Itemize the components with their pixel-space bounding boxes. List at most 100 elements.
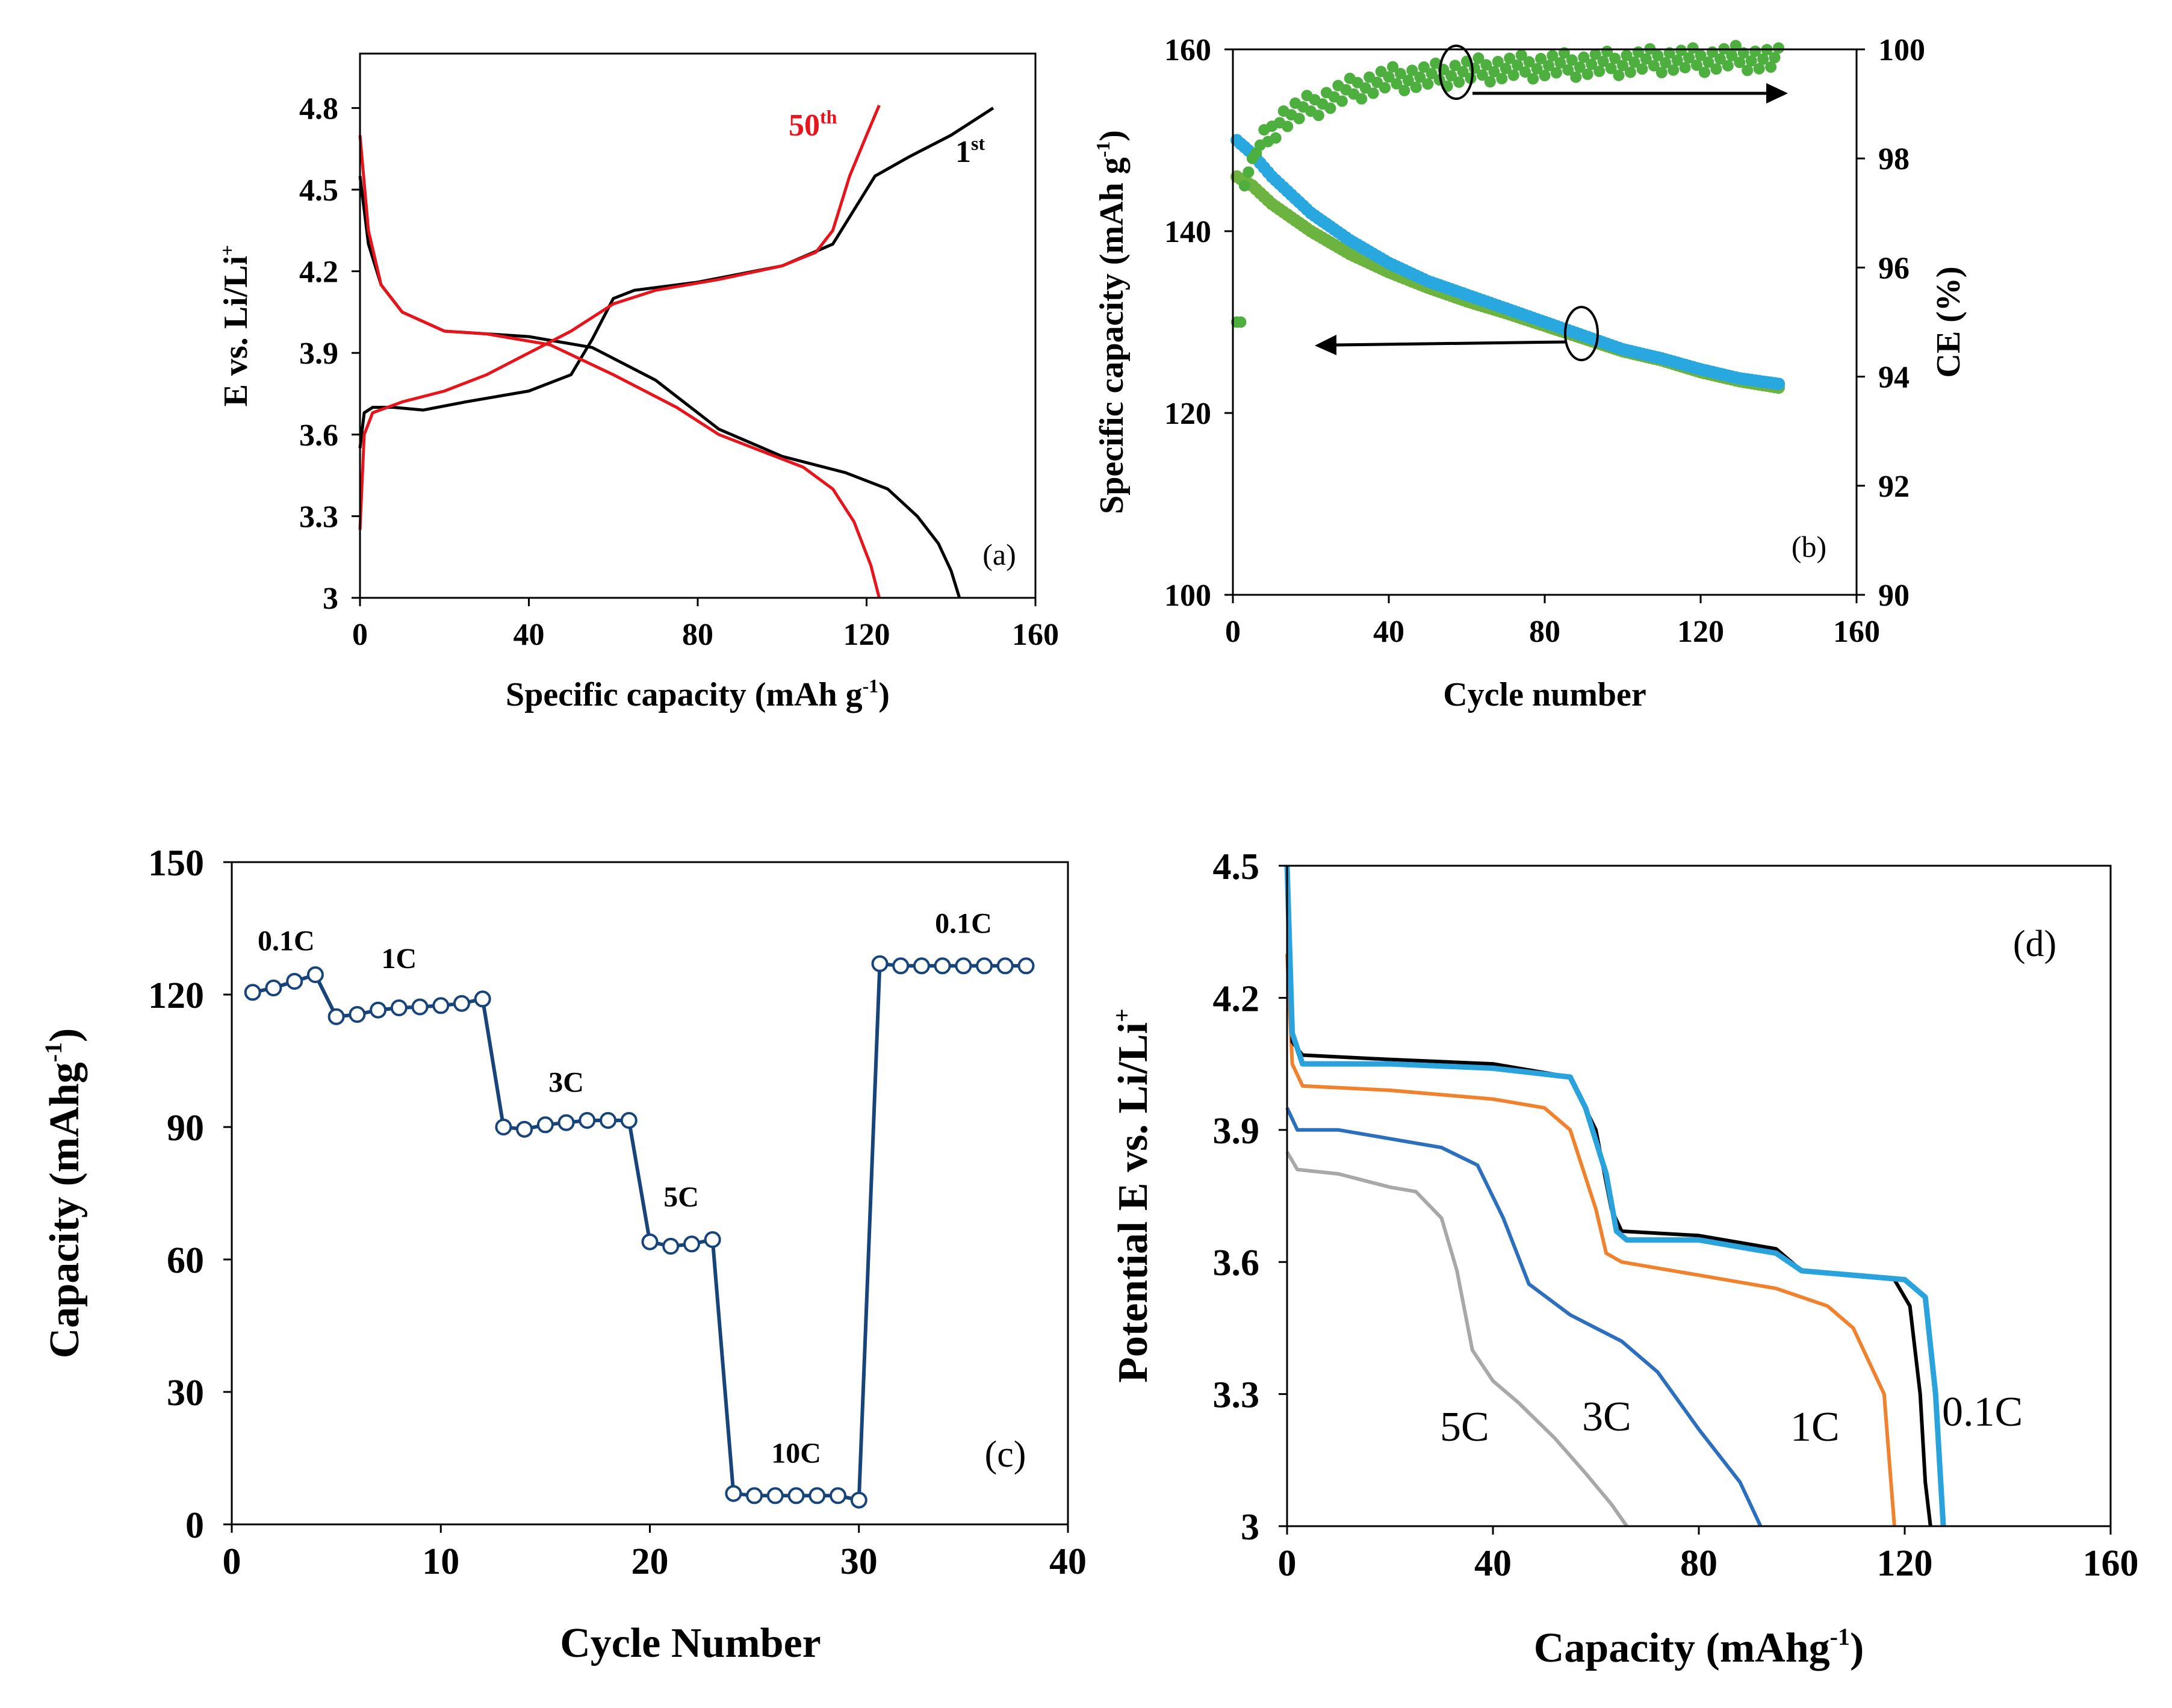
x-tick-label: 0: [352, 618, 368, 652]
data-point: [1535, 52, 1547, 64]
series-1st-discharge: [358, 176, 961, 598]
x-tick-label: 0: [1278, 1543, 1297, 1584]
panel-a: 0 40 80 120 160 3 3.3 3.6 3.9 4.2 4.5 4.8 Specific …: [216, 52, 1059, 713]
data-point: [1730, 40, 1742, 52]
data-point: [286, 973, 303, 990]
data-point: [1519, 66, 1531, 78]
data-point: [474, 990, 491, 1008]
data-point: [1679, 61, 1691, 73]
data-point: [370, 1001, 387, 1019]
data-point: [1578, 51, 1590, 63]
data-point: [1394, 67, 1406, 79]
y-tick-label: 3.3: [1213, 1375, 1260, 1416]
y-tick-label: 4.5: [299, 173, 338, 208]
panel-c-rate-labels: 0.1C 1C 3C 5C 10C 0.1C: [258, 907, 992, 1469]
data-point: [704, 1231, 721, 1248]
data-point: [1562, 64, 1574, 76]
data-point: [1476, 69, 1488, 81]
series-1st-charge: [358, 107, 994, 449]
data-point: [913, 957, 930, 975]
data-point: [1554, 57, 1566, 69]
data-point: [1324, 102, 1336, 114]
data-point: [411, 998, 429, 1016]
y-tick-label: 4.2: [299, 255, 338, 290]
data-point: [1550, 67, 1562, 79]
series-3c: [1285, 1107, 1763, 1527]
y-tick-label: 3.3: [299, 500, 338, 534]
data-point: [1769, 52, 1781, 64]
y-tick-label: 160: [1164, 33, 1211, 67]
data-point: [1293, 113, 1305, 125]
data-point: [1671, 54, 1683, 66]
panel-b-xlabel: Cycle number: [1443, 676, 1646, 713]
data-point: [892, 957, 910, 975]
data-point: [850, 1491, 867, 1509]
data-point: [1523, 56, 1535, 68]
data-point: [787, 1487, 805, 1505]
data-point: [1527, 73, 1539, 85]
x-tick-label: 120: [843, 618, 890, 652]
data-point: [1617, 60, 1628, 72]
y-tick-label: 60: [167, 1240, 204, 1281]
x-tick-label: 10: [422, 1541, 459, 1582]
data-point: [1336, 95, 1348, 107]
y2-tick-label: 98: [1878, 142, 1910, 176]
data-point: [1387, 61, 1398, 73]
data-point: [1410, 81, 1422, 93]
x-tick-label: 120: [1877, 1543, 1933, 1584]
panel-d-ticks: 0 40 80 120 160 3 3.3 3.6 3.9 4.2 4.5: [1213, 846, 2139, 1584]
x-tick-label: 80: [682, 618, 713, 652]
data-point: [808, 1487, 826, 1505]
data-point: [1017, 957, 1035, 975]
data-point: [1453, 76, 1465, 88]
panel-b-ylabel: Specific capacity (mAh g-1): [1092, 130, 1131, 514]
data-point: [1402, 75, 1414, 87]
y-tick-label: 140: [1164, 215, 1211, 249]
rate-label: 3C: [548, 1066, 584, 1098]
data-point: [830, 1487, 846, 1505]
panel-a-ticks: 0 40 80 120 160 3 3.3 3.6 3.9 4.2 4.5 4.8: [299, 92, 1059, 652]
x-tick-label: 160: [2083, 1543, 2139, 1584]
data-point: [432, 997, 450, 1014]
data-point: [1356, 93, 1368, 105]
data-point: [579, 1112, 596, 1129]
data-point: [265, 980, 282, 996]
y-tick-label: 4.8: [299, 92, 338, 126]
panel-d-annotation-5c: 5C: [1440, 1404, 1489, 1450]
data-point: [1745, 55, 1757, 67]
panel-d-plot: [1284, 865, 1946, 1527]
data-point: [1472, 52, 1485, 64]
y-tick-label: 3: [1241, 1507, 1259, 1548]
panel-a-label: (a): [982, 538, 1016, 571]
data-point: [1379, 82, 1391, 94]
data-point: [996, 957, 1014, 975]
data-point: [1734, 57, 1746, 69]
data-point: [600, 1112, 617, 1129]
panel-c-ylabel: Capacity (mAhg-1): [40, 1028, 88, 1359]
y2-tick-label: 100: [1878, 33, 1925, 67]
data-point: [1543, 60, 1554, 72]
panel-d-label: (d): [2013, 924, 2056, 964]
data-point: [871, 955, 889, 972]
data-point: [1566, 54, 1578, 66]
x-tick-label: 0: [223, 1541, 241, 1582]
y-tick-label: 4.5: [1213, 846, 1260, 887]
data-point: [1500, 63, 1512, 75]
y2-tick-label: 96: [1878, 251, 1910, 285]
series-5c: [1285, 1151, 1628, 1527]
panel-b-plot: [1230, 40, 1785, 394]
data-point: [1683, 52, 1695, 64]
panel-c-xlabel: Cycle Number: [560, 1620, 821, 1666]
data-point: [516, 1120, 533, 1138]
data-point: [1480, 59, 1492, 71]
rate-label: 5C: [663, 1181, 699, 1213]
x-tick-label: 40: [514, 618, 545, 652]
x-tick-label: 40: [1049, 1541, 1087, 1582]
data-point: [1757, 53, 1769, 65]
data-point: [1414, 71, 1426, 83]
data-point: [746, 1487, 763, 1505]
x-tick-label: 160: [1833, 615, 1880, 649]
